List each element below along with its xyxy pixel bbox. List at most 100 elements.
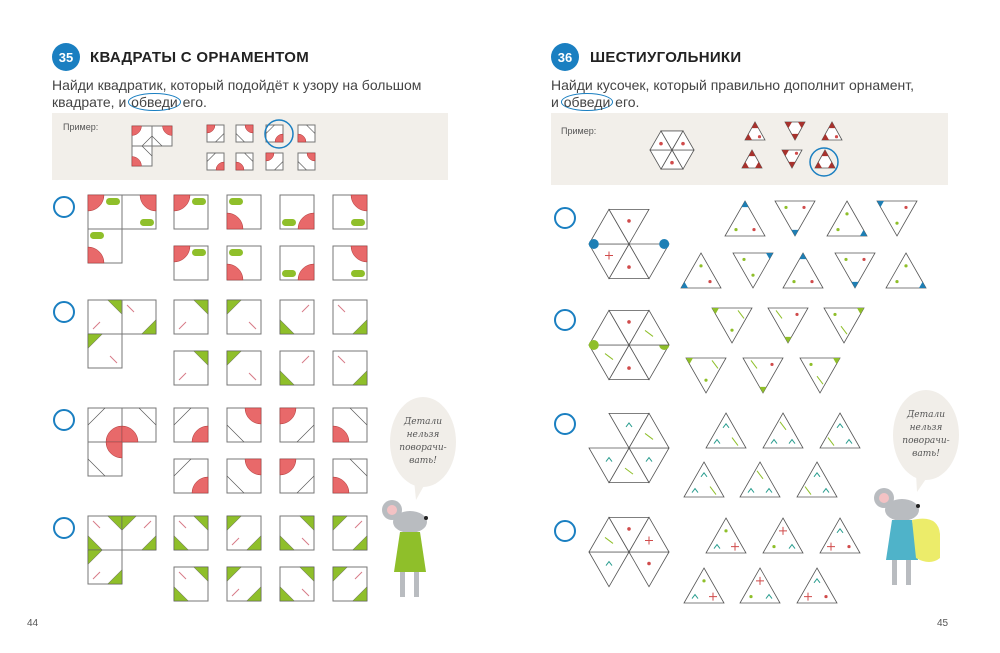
- chevron-mark: [813, 577, 821, 584]
- quarter-circle: [105, 441, 123, 459]
- hex-piece: [628, 412, 670, 449]
- arrow-mark: [354, 520, 363, 529]
- diagonal-line: [206, 152, 216, 162]
- option-triangle: [767, 307, 809, 344]
- chevron-mark: [788, 438, 796, 444]
- green-pill: [192, 198, 206, 205]
- chevron-mark: [765, 487, 773, 493]
- option-tile: [173, 566, 209, 602]
- dot: [792, 279, 796, 284]
- chevron-mark: [605, 560, 613, 566]
- diagonal-line: [274, 161, 284, 171]
- option-tile: [226, 566, 262, 602]
- quarter-circle: [297, 133, 307, 143]
- example-panel: [551, 113, 948, 185]
- plus-mark: [756, 576, 764, 585]
- triangle-border: [680, 252, 722, 289]
- example-pattern-square: [151, 125, 173, 147]
- arrow-mark: [337, 304, 346, 313]
- example-option: [265, 152, 284, 171]
- diagonal-line: [349, 407, 368, 426]
- corner-sector: [851, 281, 859, 288]
- option-triangle: [742, 357, 784, 394]
- dot: [699, 264, 703, 268]
- quarter-circle: [87, 194, 105, 212]
- circled-word: обведи: [560, 93, 614, 111]
- quarter-circle: [87, 246, 105, 264]
- option-triangle: [739, 567, 781, 604]
- example-option: [265, 124, 284, 143]
- answer-circle: [264, 119, 294, 149]
- plus-mark: [645, 536, 653, 545]
- speech-bubble: Детали нельзя поворачи-вать!: [390, 397, 456, 487]
- green-triangle: [193, 515, 209, 531]
- pattern-square: [87, 228, 123, 264]
- corner-sector: [822, 133, 829, 140]
- quarter-circle: [131, 156, 142, 167]
- green-triangle: [246, 535, 262, 551]
- line-mark: [775, 310, 783, 319]
- bubble-tail: [414, 480, 426, 500]
- diagonal-line: [87, 407, 106, 426]
- dot: [659, 141, 663, 146]
- corner-sector: [686, 358, 693, 365]
- quarter-circle: [226, 212, 244, 230]
- green-pill: [192, 249, 206, 256]
- option-tile: [226, 350, 262, 386]
- triangle-border: [819, 412, 861, 449]
- dot: [627, 219, 631, 223]
- quarter-circle: [244, 124, 254, 134]
- arrow-mark: [231, 588, 240, 597]
- instruction-end: его.: [182, 94, 207, 110]
- green-triangle: [87, 333, 103, 349]
- green-pill: [282, 219, 296, 226]
- option-tile: [226, 299, 262, 335]
- chevron-mark: [836, 527, 844, 534]
- arrow-mark: [337, 355, 346, 364]
- pattern-square: [87, 333, 123, 369]
- chevron-mark: [770, 438, 778, 444]
- example-option: [297, 124, 316, 143]
- quarter-circle: [139, 194, 157, 212]
- triangle-border: [784, 121, 806, 141]
- diagonal-line: [265, 124, 275, 134]
- hex-piece: [628, 516, 670, 553]
- option-triangle: [819, 412, 861, 449]
- corner-sector: [833, 358, 840, 365]
- option-triangle: [819, 517, 861, 554]
- mouse-head: [885, 499, 919, 521]
- corner-sector: [791, 229, 799, 236]
- dot: [802, 205, 806, 210]
- green-triangle: [226, 515, 242, 531]
- green-pill: [351, 270, 365, 277]
- page-number: 44: [27, 618, 39, 629]
- option-triangle: [711, 307, 753, 344]
- plus-mark: [779, 526, 787, 535]
- plus-mark: [804, 592, 812, 601]
- instruction-text: Найди кусочек, который правильно дополни…: [551, 77, 915, 93]
- corner-sector: [782, 150, 789, 157]
- green-triangle: [226, 350, 242, 366]
- line-mark: [840, 325, 848, 335]
- corner-sector: [745, 133, 752, 140]
- triangle-border: [767, 307, 809, 344]
- mouse-body: [394, 532, 426, 572]
- corner-sector: [742, 161, 749, 168]
- tile-border: [226, 458, 262, 494]
- task-number-badge: 36: [551, 43, 579, 71]
- dot: [730, 328, 734, 332]
- arrow-mark: [178, 321, 187, 330]
- green-triangle: [352, 535, 368, 551]
- green-triangle: [246, 586, 262, 602]
- triangle-border: [741, 149, 763, 169]
- diagonal-line: [138, 407, 157, 426]
- line-mark: [804, 486, 812, 495]
- chevron-mark: [845, 438, 853, 444]
- pattern-square: [87, 299, 123, 335]
- chevron-mark: [700, 471, 708, 478]
- plus-mark: [605, 251, 613, 260]
- mouse-body: [886, 520, 918, 560]
- corner-sector: [798, 122, 805, 129]
- mouse-head: [393, 511, 427, 533]
- dot: [895, 221, 899, 225]
